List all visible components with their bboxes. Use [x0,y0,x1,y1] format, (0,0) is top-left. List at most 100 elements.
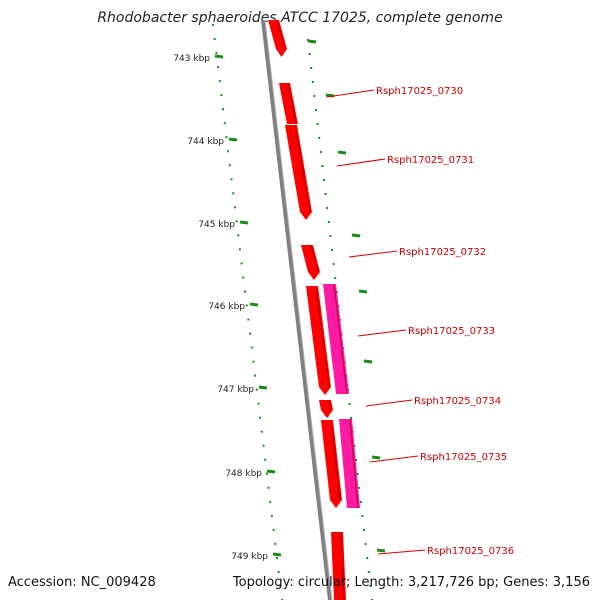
inner-scale-dot [250,346,253,349]
kbp-label: 746 kbp [208,302,245,312]
gene-leader-line [369,455,419,463]
reverse-gene-0733 [323,284,349,394]
outer-scale-dot [359,501,362,503]
outer-scale-dot [363,529,365,531]
inner-scale-dot [255,388,258,391]
outer-kbp-tick [376,548,386,553]
inner-scale-dot [220,94,223,97]
kbp-label: 745 kbp [198,220,235,230]
inner-scale-dot [270,514,273,517]
inner-scale-dot [238,248,241,251]
kbp-tick [258,385,268,390]
inner-scale-dot [274,542,277,545]
kbp-label: 743 kbp [173,54,210,64]
gene-label: Rsph17025_0732 [399,247,486,258]
backbone-highlight [264,19,333,600]
gene-shade [276,19,286,50]
kbp-tick [249,302,259,307]
gene-shade [287,82,297,125]
topology-text: Topology: circular; Length: 3,217,726 bp… [232,575,590,590]
inner-scale-dot [230,178,233,181]
outer-scale-dot [350,417,353,419]
outer-scale-dot [315,109,317,111]
gene-label: Rsph17025_0733 [408,326,495,337]
gene-shade [315,285,330,388]
gene-0732 [301,245,320,280]
kbp-tick [272,552,282,557]
inner-scale-dot [215,52,218,55]
outer-scale-dot [364,543,367,545]
outer-scale-dot [324,193,327,195]
outer-scale-dot [321,165,324,167]
inner-scale-dot [249,332,252,335]
kbp-tick [266,469,276,474]
inner-scale-dot [222,108,225,111]
gene-shade [340,531,345,600]
inner-scale-dot [232,192,235,195]
outer-kbp-tick [307,39,317,44]
inner-scale-dot [235,220,238,223]
outer-scale-dot [307,39,309,41]
outer-scale-dot [318,137,321,139]
gene-0729 [268,20,287,57]
inner-scale-dot [237,234,240,237]
inner-scale-dot [275,556,278,559]
outer-scale-dot [369,585,372,587]
gene-shade [349,418,359,509]
inner-scale-dot [265,472,268,475]
gene-leader-line [365,399,413,407]
outer-scale-dot [327,221,330,223]
outer-scale-dot [319,151,322,153]
gene-shade [330,419,341,501]
gene-shade [310,244,319,273]
gene-label: Rsph17025_0734 [414,396,501,407]
gene-leader-line [326,89,375,98]
kbp-label: 747 kbp [217,385,254,395]
kbp-label: 748 kbp [225,469,262,479]
inner-scale-dot [242,276,245,279]
outer-kbp-tick [363,359,373,364]
inner-scale-dot [264,458,267,461]
outer-scale-dot [313,95,316,97]
inner-scale-dot [254,374,257,377]
outer-kbp-tick [371,455,381,460]
outer-scale-dot [326,207,329,209]
reverse-gene-0735 [339,419,360,508]
inner-scale-dot [272,528,275,531]
outer-scale-dot [355,459,357,461]
gene-leader-line [377,549,426,555]
outer-scale-dot [308,53,311,55]
kbp-label: 749 kbp [231,552,268,562]
outer-scale-dot [332,263,335,265]
gene-leader-line [348,250,398,258]
genome-title: Rhodobacter sphaeroides ATCC 17025, comp… [97,10,503,26]
inner-scale-dot [269,500,272,503]
accession-text: Accession: NC_009428 [8,575,156,590]
inner-scale-dot [225,136,228,139]
gene-label: Rsph17025_0736 [427,546,514,557]
gene-label: Rsph17025_0731 [387,155,474,166]
outer-scale-dot [323,179,325,181]
kbp-tick [228,137,238,142]
kbp-label: 744 kbp [187,137,224,147]
outer-scale-dot [311,81,314,83]
inner-scale-dot [279,584,282,587]
inner-scale-dot [223,122,226,125]
gene-0735 [321,420,342,508]
inner-scale-dot [260,430,263,433]
inner-scale-dot [252,360,255,363]
outer-scale-dot [356,473,359,475]
outer-kbp-tick [337,150,347,155]
outer-scale-dot [366,557,369,559]
inner-scale-dot [259,416,262,419]
inner-scale-dot [277,570,280,573]
inner-scale-dot [245,304,248,307]
kbp-tick [239,220,249,225]
inner-scale-dot [257,402,260,405]
outer-scale-dot [348,403,351,405]
inner-scale-dot [233,206,236,209]
outer-scale-dot [329,235,332,237]
gene-leader-line [357,329,407,337]
inner-scale-dot [218,80,221,83]
